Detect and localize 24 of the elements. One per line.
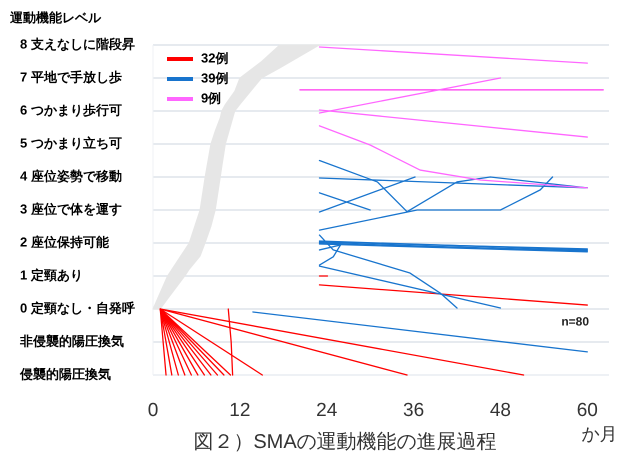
x-tick-label: 36 — [403, 400, 424, 421]
y-tick-label: 8 支えなしに階段昇 — [20, 36, 135, 52]
annotation: n=80 — [561, 314, 590, 328]
y-tick-label: 7 平地で手放し歩 — [20, 69, 122, 84]
x-tick-label: 0 — [148, 400, 158, 421]
y-tick-label: 非侵襲的陽圧換気 — [19, 333, 124, 348]
y-tick-label: 0 定頸なし・自発呼 — [20, 300, 135, 316]
y-tick-label: 4 座位姿勢で移動 — [20, 168, 122, 184]
y-tick-label: 5 つかまり立ち可 — [20, 135, 122, 150]
x-tick-label: 60 — [576, 400, 598, 421]
y-tick-label: 6 つかまり歩行可 — [20, 102, 122, 118]
y-tick-label: 侵襲的陽圧換気 — [19, 366, 111, 382]
text: 図２）SMAの運動機能の進展過程 — [193, 431, 497, 453]
x-tick-label: 12 — [229, 400, 250, 421]
legend-label: 9例 — [201, 90, 222, 106]
legend-label: 32例 — [201, 50, 228, 66]
y-axis-title: 運動機能レベル — [9, 10, 102, 25]
y-tick-label: 2 座位保持可能 — [20, 234, 110, 250]
x-tick-label: 48 — [490, 400, 511, 421]
x-axis-title: か月 — [581, 424, 618, 444]
y-tick-label: 1 定頸あり — [20, 267, 83, 282]
legend-label: 39例 — [201, 70, 228, 86]
y-tick-label: 3 座位で体を運す — [20, 201, 122, 216]
x-tick-label: 24 — [316, 400, 338, 421]
